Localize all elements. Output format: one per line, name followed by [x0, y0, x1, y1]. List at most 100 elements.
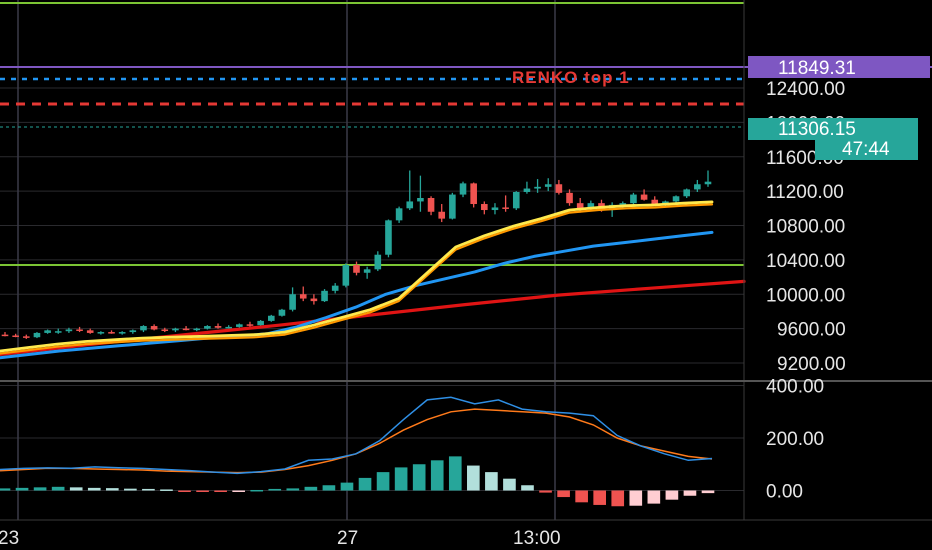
- candle-body: [363, 269, 371, 273]
- candle-body: [97, 332, 105, 334]
- price-tick-label: 10000.00: [766, 285, 845, 306]
- candle-body: [86, 330, 94, 333]
- candlestick-series: [1, 170, 712, 339]
- macd-histogram-bar: [575, 490, 588, 503]
- macd-histogram-bar: [665, 490, 679, 500]
- candle-body: [587, 203, 595, 209]
- candle-body: [214, 326, 222, 328]
- candle-body: [374, 254, 382, 270]
- candle-body: [65, 329, 73, 332]
- candle-body: [310, 298, 318, 302]
- macd-histogram-bar: [33, 487, 47, 491]
- macd-pane: [0, 396, 715, 507]
- candle-body: [449, 194, 456, 219]
- countdown-badge-bg: [815, 138, 918, 160]
- candle-body: [385, 220, 392, 255]
- candle-body: [672, 196, 680, 202]
- macd-histogram-bar: [51, 486, 65, 491]
- macd-histogram-bar: [701, 490, 715, 494]
- macd-histogram-bar: [593, 490, 607, 505]
- candle-body: [161, 329, 169, 331]
- candle-body: [129, 330, 137, 333]
- candle-body: [640, 194, 648, 200]
- candle-body: [267, 315, 275, 321]
- candle-body: [54, 331, 62, 333]
- macd-histogram-bar: [394, 467, 408, 491]
- purple-badge-bg: [748, 56, 930, 78]
- candle-body: [236, 324, 243, 327]
- macd-histogram-bar: [629, 490, 643, 506]
- macd-histogram-bar: [358, 477, 372, 491]
- price-tick-label: 11200.00: [766, 182, 844, 203]
- macd-histogram-bar: [557, 490, 570, 498]
- macd-histogram-bar: [448, 456, 462, 491]
- last-price-label: 11306.15: [778, 119, 856, 140]
- candle-body: [289, 294, 296, 310]
- macd-histogram-bar: [286, 488, 300, 491]
- time-axis[interactable]: 23 27 13:00: [0, 528, 561, 549]
- macd-histogram-bar: [485, 472, 498, 491]
- macd-histogram-bar: [430, 460, 444, 491]
- price-tick-label: 9600.00: [777, 320, 846, 341]
- candle-body: [566, 192, 573, 204]
- price-tick-label: 9200.00: [777, 354, 846, 375]
- candle-body: [544, 184, 552, 187]
- time-tick-label: 27: [337, 528, 358, 549]
- candle-body: [12, 335, 19, 337]
- macd-histogram-bar: [0, 488, 11, 491]
- candle-body: [44, 330, 51, 333]
- price-levels: [0, 2, 932, 266]
- candle-body: [512, 191, 520, 209]
- candle-body: [481, 204, 488, 211]
- candle-body: [704, 181, 712, 185]
- macd-axis[interactable]: 400.00 200.00 0.00: [766, 377, 824, 503]
- macd-histogram-bar: [124, 488, 137, 491]
- candle-body: [555, 184, 563, 193]
- candle-body: [118, 332, 126, 334]
- macd-tick-label: 400.00: [766, 377, 824, 398]
- macd-histogram-bar: [467, 465, 480, 491]
- candle-body: [321, 290, 328, 302]
- candle-body: [619, 203, 627, 205]
- macd-histogram-bar: [268, 488, 282, 491]
- renko-annotation: RENKO top 1: [512, 68, 630, 87]
- countdown-label: 47:44: [842, 139, 890, 160]
- macd-histogram-bar: [142, 488, 155, 491]
- macd-histogram-bar: [105, 488, 119, 491]
- time-tick-label: 13:00: [513, 528, 561, 549]
- candle-body: [576, 203, 584, 209]
- candle-body: [193, 328, 201, 331]
- candle-body: [417, 198, 424, 202]
- candle-body: [331, 285, 339, 291]
- candle-body: [470, 183, 477, 205]
- candle-body: [342, 265, 350, 286]
- candle-body: [257, 320, 264, 326]
- candle-body: [662, 201, 669, 205]
- purple-price-badge: 11849.31: [748, 56, 930, 79]
- candle-body: [651, 199, 659, 205]
- candle-body: [353, 265, 360, 273]
- candle-body: [1, 334, 9, 337]
- macd-histogram-bar: [647, 490, 661, 504]
- price-tick-label: 10400.00: [766, 251, 845, 272]
- macd-histogram-bar: [611, 490, 625, 507]
- slow-ema-line: [0, 230, 714, 360]
- candle-body: [459, 183, 467, 195]
- macd-line: [0, 396, 713, 475]
- candle-body: [140, 326, 147, 331]
- macd-histogram-bar: [69, 487, 83, 491]
- candle-body: [438, 211, 446, 219]
- candle-body: [172, 328, 179, 331]
- candle-body: [534, 186, 541, 189]
- countdown-badge: 47:44: [815, 138, 918, 160]
- candle-body: [150, 326, 158, 330]
- macd-histogram-bar: [521, 485, 534, 491]
- macd-histogram-bar: [232, 490, 245, 492]
- candle-body: [225, 326, 232, 329]
- fast-ema-line: [0, 200, 714, 353]
- time-tick-label: 23: [0, 528, 19, 549]
- price-tick-label: 10800.00: [766, 217, 845, 238]
- candle-body: [182, 328, 190, 331]
- macd-histogram-bar: [340, 482, 354, 491]
